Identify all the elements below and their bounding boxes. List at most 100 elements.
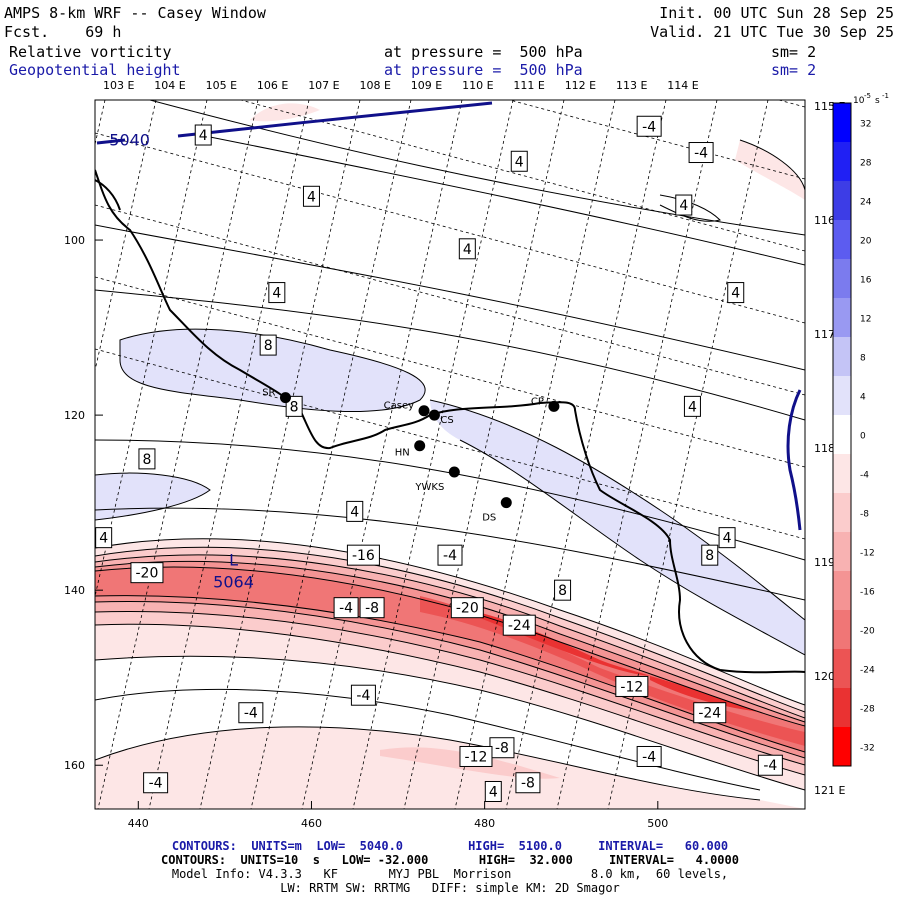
top-lon-label: 104 E [154, 79, 185, 92]
label-box [458, 238, 476, 260]
label-text: -4 [356, 688, 370, 704]
height-label: 5064 [213, 572, 254, 591]
top-lon-label: 106 E [257, 79, 288, 92]
colorbar-swatch [833, 415, 851, 454]
x-tick-label: 480 [474, 817, 495, 830]
shade-neg-nw [250, 103, 320, 122]
shade-pos-8-band [430, 400, 805, 655]
colorbar-label: -12 [860, 549, 875, 559]
vort-contour [149, 100, 805, 236]
vort-contour [739, 139, 805, 191]
footer-height-contours: CONTOURS: UNITS=m LOW= 5040.0 HIGH= 5100… [0, 839, 900, 853]
vort-contour [199, 134, 805, 266]
meridian-line [97, 100, 259, 809]
vorticity-label: -4 [143, 772, 169, 794]
top-lon-label: 111 E [513, 79, 544, 92]
label-text: 8 [705, 548, 714, 564]
colorbar-label: -28 [860, 705, 875, 715]
label-text: 4 [350, 504, 359, 520]
x-tick-label: 500 [647, 817, 668, 830]
vorticity-label: -8 [515, 772, 541, 794]
station-label: Casey [384, 401, 414, 412]
colorbar-label: -16 [860, 588, 875, 598]
station-dot [279, 392, 291, 404]
field1-smoothing: sm= 2 [771, 43, 817, 61]
colorbar-label: 20 [860, 237, 872, 247]
label-text: -4 [339, 601, 353, 617]
vort-contour [95, 688, 761, 791]
label-text: 4 [463, 242, 472, 258]
label-text: -4 [763, 758, 777, 774]
label-box [701, 544, 719, 566]
label-box [510, 150, 528, 172]
label-text: -12 [465, 749, 488, 765]
colorbar-label: 32 [860, 120, 871, 130]
y-tick-label: 100 [64, 234, 85, 247]
vort-contour [95, 439, 805, 561]
height-label: L [229, 551, 238, 570]
vort-contour [119, 328, 426, 413]
footer-height-high: HIGH= 5100.0 [468, 839, 562, 853]
vorticity-label: -8 [489, 737, 515, 759]
top-lon-label: 108 E [360, 79, 391, 92]
vorticity-label: 4 [683, 395, 701, 417]
label-box [268, 282, 286, 304]
station-dot [500, 497, 512, 509]
label-box [727, 282, 745, 304]
vorticity-label: 4 [510, 150, 528, 172]
label-box [138, 448, 156, 470]
label-box [484, 780, 502, 802]
label-box [636, 745, 662, 767]
colorbar-swatch [833, 649, 851, 688]
forecast-label: Fcst. 69 h [4, 23, 121, 41]
label-box [350, 684, 376, 706]
vort-contour [95, 538, 805, 706]
meridian-line [352, 100, 514, 809]
vorticity-label: 8 [138, 448, 156, 470]
valid-time: Valid. 21 UTC Tue 30 Sep 25 [650, 23, 894, 41]
vort-contour [95, 600, 805, 759]
height-5040-east [177, 101, 493, 138]
colorbar-swatch [833, 571, 851, 610]
label-box [615, 675, 649, 697]
footer-vorticity-contours: CONTOURS: UNITS=10 s LOW= -32.000 HIGH= … [161, 853, 739, 867]
meridian-line [199, 100, 361, 809]
meridian-line [403, 100, 565, 809]
meridian-line [95, 100, 106, 147]
vort-contour [95, 655, 805, 791]
meridian-line [148, 100, 310, 809]
colorbar-swatch [833, 727, 851, 766]
colorbar-swatch [833, 337, 851, 376]
label-box [718, 527, 736, 549]
vorticity-label: 4 [95, 527, 113, 549]
colorbar-label: 0 [860, 432, 866, 442]
label-box [194, 124, 212, 146]
label-box [302, 185, 320, 207]
colorbar-label: 28 [860, 159, 872, 169]
vorticity-label: -20 [450, 597, 484, 619]
label-box [333, 597, 359, 619]
label-box [515, 772, 541, 794]
station-label: YWKS [414, 482, 444, 493]
y-tick-label: 140 [64, 584, 85, 597]
parallel-line [95, 204, 805, 396]
y-tick-label: 160 [64, 759, 85, 772]
label-text: -4 [244, 706, 258, 722]
footer-height-low: CONTOURS: UNITS=m LOW= 5040.0 [171, 839, 404, 853]
vorticity-label: -4 [757, 754, 783, 776]
label-box [693, 702, 727, 724]
label-text: 4 [688, 399, 697, 415]
top-lon-label: 109 E [411, 79, 442, 92]
field1-name: Relative vorticity [9, 43, 172, 61]
label-text: 4 [99, 531, 108, 547]
shade-pos-8-west [120, 329, 426, 412]
label-text: -8 [365, 601, 379, 617]
coastline-path [95, 169, 805, 674]
colorbar-units: 10 [853, 96, 865, 106]
colorbar-label: -32 [860, 744, 875, 754]
meridian-line [505, 100, 667, 809]
colorbar-units-tail-exp: -1 [882, 92, 889, 100]
field2-level: at pressure = 500 hPa [384, 61, 583, 79]
meridian-line [556, 100, 718, 809]
footer-height-interval: INTERVAL= 60.000 [598, 839, 729, 853]
